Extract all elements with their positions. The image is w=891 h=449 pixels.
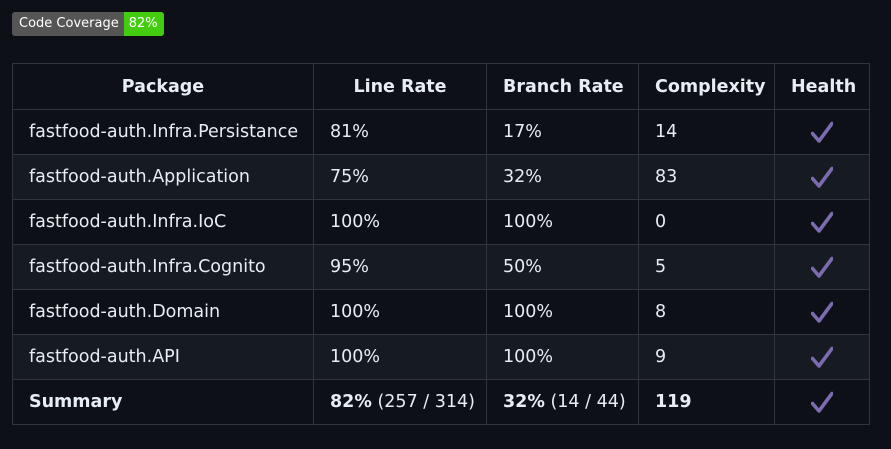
summary-branch-rate-detail: (14 / 44) xyxy=(550,392,626,412)
check-icon xyxy=(811,211,833,233)
branch-rate-cell: 100% xyxy=(486,199,639,245)
summary-line-rate-detail: (257 / 314) xyxy=(377,392,475,412)
badge-value: 82% xyxy=(123,12,164,36)
complexity-cell: 0 xyxy=(638,199,775,245)
check-icon xyxy=(811,391,833,413)
complexity-cell: 5 xyxy=(638,244,775,290)
line-rate-cell: 95% xyxy=(313,244,487,290)
header-branch-rate: Branch Rate xyxy=(486,63,639,110)
branch-rate-cell: 50% xyxy=(486,244,639,290)
coverage-table: Package Line Rate Branch Rate Complexity… xyxy=(12,63,870,425)
health-cell xyxy=(774,244,870,290)
header-health: Health xyxy=(774,63,870,110)
health-cell xyxy=(774,334,870,380)
summary-branch-rate: 32% (14 / 44) xyxy=(486,379,639,425)
check-icon xyxy=(811,256,833,278)
package-cell: fastfood-auth.Application xyxy=(12,154,314,200)
complexity-cell: 9 xyxy=(638,334,775,380)
header-package: Package xyxy=(12,63,314,110)
branch-rate-cell: 17% xyxy=(486,109,639,155)
table-row: fastfood-auth.API 100% 100% 9 xyxy=(12,334,870,380)
complexity-cell: 14 xyxy=(638,109,775,155)
header-complexity: Complexity xyxy=(638,63,775,110)
line-rate-cell: 100% xyxy=(313,199,487,245)
badge-label: Code Coverage xyxy=(12,12,124,36)
health-cell xyxy=(774,109,870,155)
health-cell xyxy=(774,199,870,245)
line-rate-cell: 100% xyxy=(313,334,487,380)
summary-health-cell xyxy=(774,379,870,425)
table-row: fastfood-auth.Application 75% 32% 83 xyxy=(12,154,870,200)
line-rate-cell: 75% xyxy=(313,154,487,200)
check-icon xyxy=(811,301,833,323)
health-cell xyxy=(774,154,870,200)
summary-row: Summary 82% (257 / 314) 32% (14 / 44) 11… xyxy=(12,379,870,425)
summary-line-rate: 82% (257 / 314) xyxy=(313,379,487,425)
summary-label: Summary xyxy=(12,379,314,425)
summary-complexity: 119 xyxy=(638,379,775,425)
header-line-rate: Line Rate xyxy=(313,63,487,110)
table-row: fastfood-auth.Domain 100% 100% 8 xyxy=(12,289,870,335)
package-cell: fastfood-auth.Domain xyxy=(12,289,314,335)
check-icon xyxy=(811,121,833,143)
check-icon xyxy=(811,166,833,188)
branch-rate-cell: 100% xyxy=(486,289,639,335)
health-cell xyxy=(774,289,870,335)
line-rate-cell: 100% xyxy=(313,289,487,335)
complexity-cell: 83 xyxy=(638,154,775,200)
package-cell: fastfood-auth.Infra.Cognito xyxy=(12,244,314,290)
summary-branch-rate-value: 32% xyxy=(503,392,545,412)
complexity-cell: 8 xyxy=(638,289,775,335)
package-cell: fastfood-auth.Infra.Persistance xyxy=(12,109,314,155)
branch-rate-cell: 100% xyxy=(486,334,639,380)
table-row: fastfood-auth.Infra.Persistance 81% 17% … xyxy=(12,109,870,155)
package-cell: fastfood-auth.API xyxy=(12,334,314,380)
coverage-badge: Code Coverage 82% xyxy=(12,12,164,36)
table-row: fastfood-auth.Infra.IoC 100% 100% 0 xyxy=(12,199,870,245)
header-row: Package Line Rate Branch Rate Complexity… xyxy=(12,63,870,110)
line-rate-cell: 81% xyxy=(313,109,487,155)
table-row: fastfood-auth.Infra.Cognito 95% 50% 5 xyxy=(12,244,870,290)
branch-rate-cell: 32% xyxy=(486,154,639,200)
package-cell: fastfood-auth.Infra.IoC xyxy=(12,199,314,245)
summary-line-rate-value: 82% xyxy=(330,392,372,412)
check-icon xyxy=(811,346,833,368)
